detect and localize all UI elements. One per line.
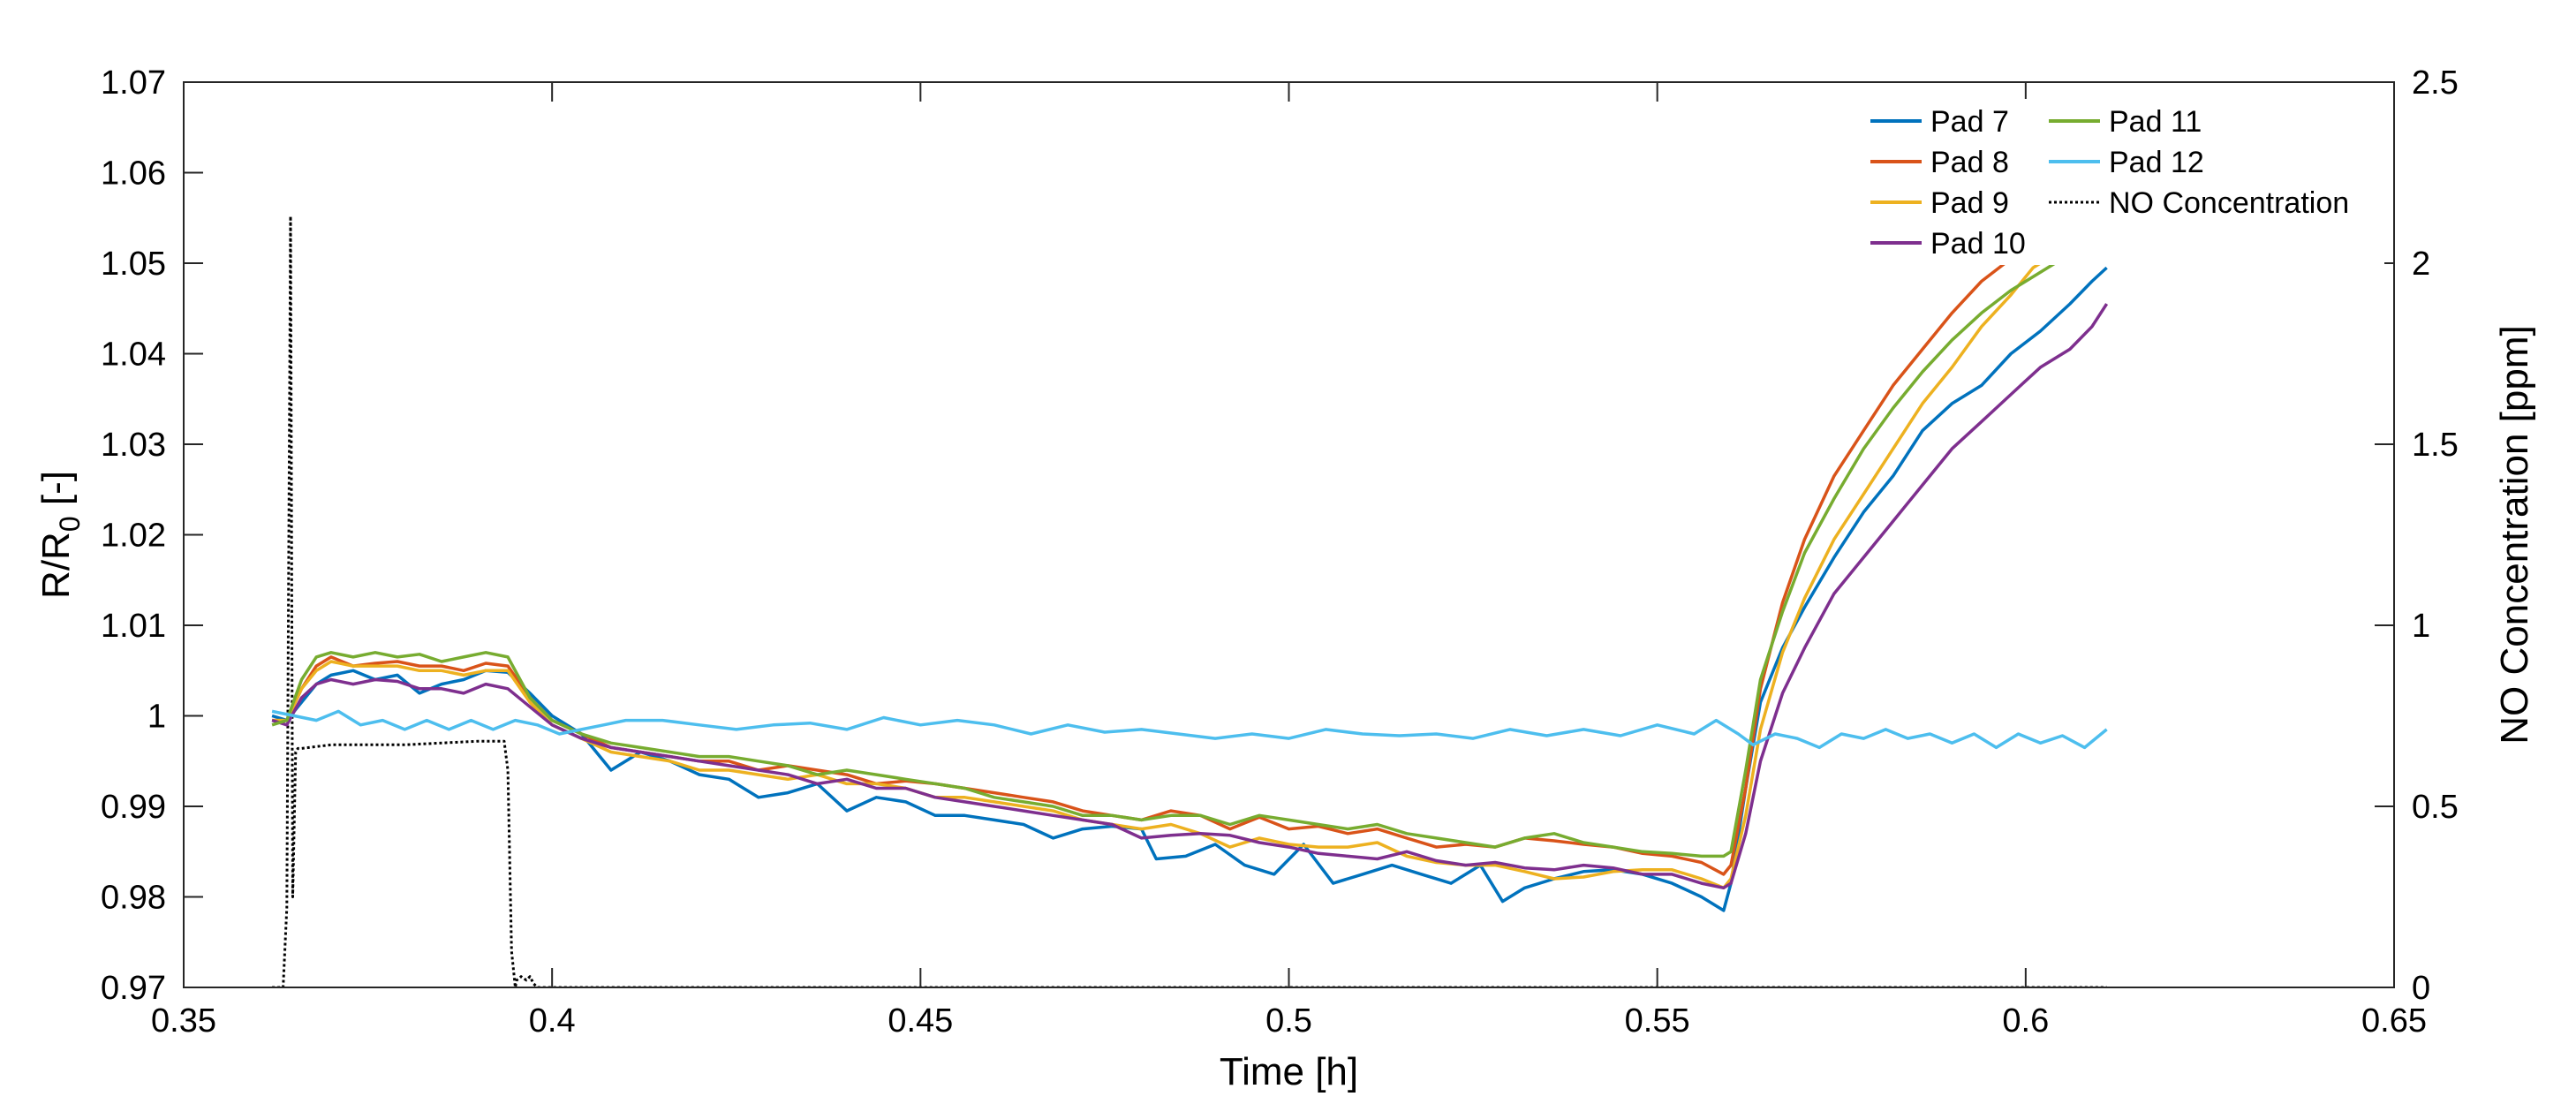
x-tick-label: 0.55 — [1625, 1002, 1690, 1040]
x-axis-label: Time [h] — [1220, 1050, 1358, 1093]
series-line-pad-12 — [271, 709, 2108, 750]
legend: Pad 7 Pad 8 Pad 9 Pad 10 Pad 11 Pad 12 NO Conc… — [1863, 99, 2384, 265]
y-right-tick-label: 1.5 — [2412, 427, 2459, 464]
y-right-tick-label: 0 — [2412, 970, 2430, 1007]
y-right-tick-label: 2.5 — [2412, 64, 2459, 102]
y-left-tick-label: 0.98 — [101, 880, 166, 917]
ticks-layer: 0.35 0.4 0.45 0.5 0.55 0.6 0.65 0.97 0.98 0.99 1 1.… — [101, 64, 2459, 1040]
legend-label-pad-7: Pad 7 — [1930, 105, 2009, 139]
y-right-tick-label: 1 — [2412, 608, 2430, 645]
x-tick-label: 0.4 — [529, 1002, 576, 1040]
series-group — [271, 215, 2109, 987]
y-axis-left-label: R/R0 [-] — [34, 471, 86, 599]
y-left-tick-label: 1.05 — [101, 246, 166, 283]
y-right-tick-label: 2 — [2412, 246, 2430, 283]
series-line-pad-10 — [271, 303, 2109, 890]
x-tick-label: 0.5 — [1265, 1002, 1312, 1040]
y-left-tick-label: 0.99 — [101, 789, 166, 826]
y-right-tick-label: 0.5 — [2412, 789, 2459, 826]
x-tick-label: 0.6 — [2002, 1002, 2049, 1040]
y-left-tick-label: 1.03 — [101, 427, 166, 464]
y-axis-left-label-main: R/R — [34, 532, 78, 599]
y-axis-left-label-suffix: [-] — [34, 471, 78, 516]
x-tick-label: 0.35 — [151, 1002, 216, 1040]
legend-label-no-concentration: NO Concentration — [2109, 186, 2349, 220]
y-left-tick-label: 1 — [147, 699, 166, 736]
legend-background — [1863, 99, 2384, 265]
legend-label-pad-12: Pad 12 — [2109, 146, 2204, 179]
legend-label-pad-10: Pad 10 — [1930, 227, 2026, 261]
y-axis-right-label: NO Concentration [ppm] — [2493, 325, 2536, 744]
legend-label-pad-8: Pad 8 — [1930, 146, 2009, 179]
legend-label-pad-11: Pad 11 — [2109, 105, 2202, 139]
y-left-tick-label: 1.07 — [101, 64, 166, 102]
y-left-tick-label: 1.01 — [101, 608, 166, 645]
x-tick-label: 0.65 — [2361, 1002, 2427, 1040]
y-left-tick-label: 0.97 — [101, 970, 166, 1007]
series-line-pad-9 — [272, 257, 2049, 890]
y-left-tick-label: 1.06 — [101, 155, 166, 193]
series-line-no-concentration — [272, 215, 2107, 987]
y-left-tick-label: 1.04 — [101, 336, 166, 374]
series-layer — [271, 215, 2109, 987]
series-line-pad-11 — [271, 257, 2064, 858]
y-left-tick-label: 1.02 — [101, 518, 166, 555]
y-axis-left-label-subscript: 0 — [54, 516, 86, 532]
legend-label-pad-9: Pad 9 — [1930, 186, 2009, 220]
x-tick-label: 0.45 — [888, 1002, 953, 1040]
